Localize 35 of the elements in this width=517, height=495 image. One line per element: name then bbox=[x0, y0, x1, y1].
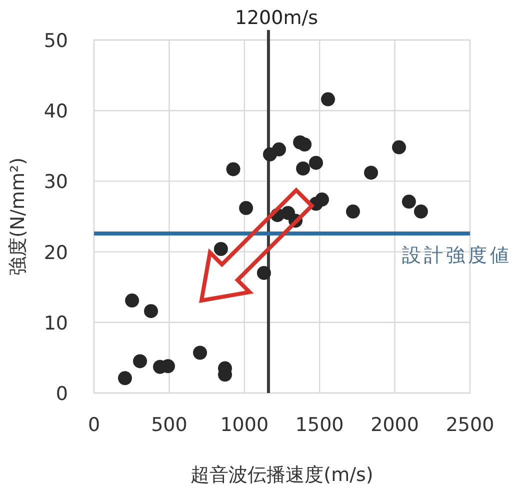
point bbox=[144, 304, 158, 318]
point bbox=[214, 242, 228, 256]
point bbox=[118, 371, 132, 386]
y-tick-label: 20 bbox=[44, 242, 68, 264]
y-axis-title: 強度(N/mm²) bbox=[7, 157, 29, 276]
point bbox=[272, 142, 286, 156]
y-tick-label: 30 bbox=[44, 171, 68, 194]
point bbox=[364, 166, 378, 180]
point bbox=[402, 194, 416, 209]
y-tick-label: 10 bbox=[44, 312, 68, 334]
point bbox=[346, 204, 360, 219]
x-tick-label: 0 bbox=[88, 414, 100, 436]
point bbox=[193, 346, 208, 360]
point bbox=[298, 137, 312, 152]
y-tick-label: 40 bbox=[44, 100, 68, 123]
point bbox=[414, 204, 428, 219]
x-tick-label: 1500 bbox=[295, 414, 344, 436]
point bbox=[308, 156, 323, 170]
point bbox=[256, 266, 271, 280]
point bbox=[296, 161, 310, 176]
point bbox=[125, 294, 140, 308]
x-tick-label: 1000 bbox=[220, 414, 269, 436]
y-tick-label: 50 bbox=[44, 30, 68, 52]
ref-line-label: 設計強度値 bbox=[402, 244, 512, 266]
y-tick-label: 0 bbox=[56, 383, 68, 405]
x-tick-label: 2500 bbox=[446, 414, 494, 436]
point bbox=[226, 162, 240, 176]
point bbox=[392, 140, 406, 154]
x-tick-label: 2000 bbox=[370, 414, 419, 436]
point bbox=[133, 354, 148, 368]
point bbox=[239, 201, 254, 216]
point bbox=[321, 92, 336, 106]
ref-line-label: 1200m/s bbox=[234, 7, 318, 29]
x-axis-title: 超音波伝播速度(m/s) bbox=[190, 464, 374, 486]
x-tick-label: 500 bbox=[151, 414, 188, 436]
